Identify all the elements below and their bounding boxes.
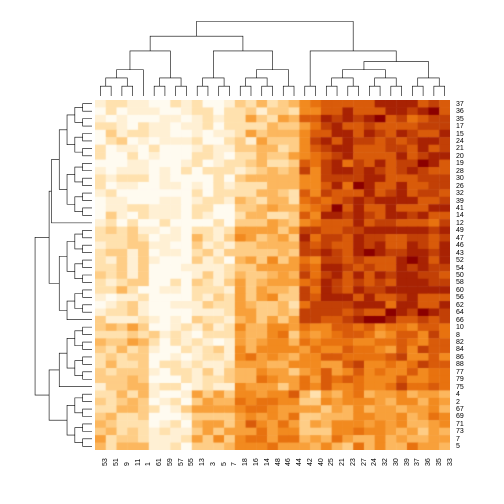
col-label: 40 (318, 458, 325, 466)
row-label: 14 (456, 212, 464, 219)
col-label: 37 (414, 458, 421, 466)
col-label: 33 (447, 458, 454, 466)
row-label: 26 (456, 183, 464, 190)
row-label: 88 (456, 361, 464, 368)
col-label: 42 (307, 458, 314, 466)
row-label: 60 (456, 287, 464, 294)
col-label: 24 (371, 458, 378, 466)
row-label: 28 (456, 168, 464, 175)
row-label: 39 (456, 198, 464, 205)
row-label: 43 (456, 250, 464, 257)
row-label: 66 (456, 317, 464, 324)
row-label: 4 (456, 391, 460, 398)
row-label: 56 (456, 294, 464, 301)
row-label: 67 (456, 406, 464, 413)
col-label: 25 (328, 458, 335, 466)
col-label: 44 (296, 458, 303, 466)
col-label: 59 (167, 458, 174, 466)
row-label: 64 (456, 309, 464, 316)
row-label: 71 (456, 421, 464, 428)
row-label: 41 (456, 205, 464, 212)
col-label: 16 (253, 458, 260, 466)
row-label: 36 (456, 108, 464, 115)
col-label: 13 (199, 458, 206, 466)
row-label: 62 (456, 302, 464, 309)
col-label: 39 (404, 458, 411, 466)
row-label: 10 (456, 324, 464, 331)
row-label: 47 (456, 235, 464, 242)
col-label: 18 (242, 458, 249, 466)
row-label: 30 (456, 175, 464, 182)
col-label: 7 (231, 462, 238, 466)
row-label: 54 (456, 265, 464, 272)
row-label: 58 (456, 279, 464, 286)
row-label: 77 (456, 369, 464, 376)
col-label: 1 (145, 462, 152, 466)
row-label: 69 (456, 413, 464, 420)
col-label: 14 (264, 458, 271, 466)
col-label: 11 (135, 459, 142, 466)
row-label: 2 (456, 399, 460, 406)
row-label: 32 (456, 190, 464, 197)
col-label: 9 (124, 462, 131, 466)
col-label: 32 (382, 458, 389, 466)
col-label: 3 (210, 462, 217, 466)
row-label: 17 (456, 123, 464, 130)
row-label: 8 (456, 332, 460, 339)
col-label: 21 (339, 458, 346, 466)
col-label: 55 (188, 458, 195, 466)
col-label: 46 (285, 458, 292, 466)
row-label: 5 (456, 443, 460, 450)
col-label: 30 (393, 458, 400, 466)
row-label: 82 (456, 339, 464, 346)
col-label: 53 (102, 458, 109, 466)
row-label: 15 (456, 131, 464, 138)
col-label: 48 (275, 458, 282, 466)
col-label: 23 (350, 458, 357, 466)
row-label: 50 (456, 272, 464, 279)
col-label: 57 (178, 458, 185, 466)
row-label: 24 (456, 138, 464, 145)
col-label: 61 (156, 458, 163, 466)
row-label: 20 (456, 153, 464, 160)
row-label: 73 (456, 428, 464, 435)
row-label: 35 (456, 116, 464, 123)
row-label: 7 (456, 436, 460, 443)
row-label: 75 (456, 384, 464, 391)
row-label: 37 (456, 101, 464, 108)
row-label: 21 (456, 145, 464, 152)
col-label: 51 (113, 458, 120, 466)
row-label: 12 (456, 220, 464, 227)
col-label: 36 (425, 458, 432, 466)
row-label: 79 (456, 376, 464, 383)
col-label: 5 (221, 462, 228, 466)
row-label: 52 (456, 257, 464, 264)
row-label: 19 (456, 160, 464, 167)
row-label: 49 (456, 227, 464, 234)
row-label: 46 (456, 242, 464, 249)
row-label: 86 (456, 354, 464, 361)
col-label: 35 (436, 458, 443, 466)
col-label: 27 (361, 458, 368, 466)
row-label: 84 (456, 346, 464, 353)
